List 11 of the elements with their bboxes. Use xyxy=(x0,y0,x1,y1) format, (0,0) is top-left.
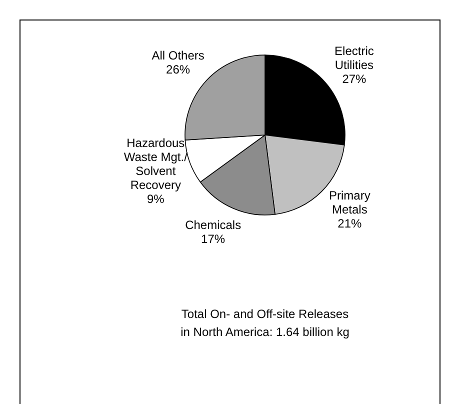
data-label: 27% xyxy=(342,72,367,86)
slice-label: Electric Utilities xyxy=(334,44,374,72)
slice-label: Hazardous Waste Mgt./ Solvent Recovery xyxy=(124,136,188,192)
slice-label: Chemicals xyxy=(185,218,242,232)
slice-label: Primary Metals xyxy=(329,188,370,217)
data-label: 9% xyxy=(146,192,165,206)
data-label: 17% xyxy=(201,232,226,246)
slice-label: All Others xyxy=(152,48,204,63)
data-label: 21% xyxy=(338,216,362,231)
data-label: 26% xyxy=(166,62,190,77)
text: Total On- and Off-site Releases in North America: 1.64 billion kg xyxy=(180,307,350,339)
